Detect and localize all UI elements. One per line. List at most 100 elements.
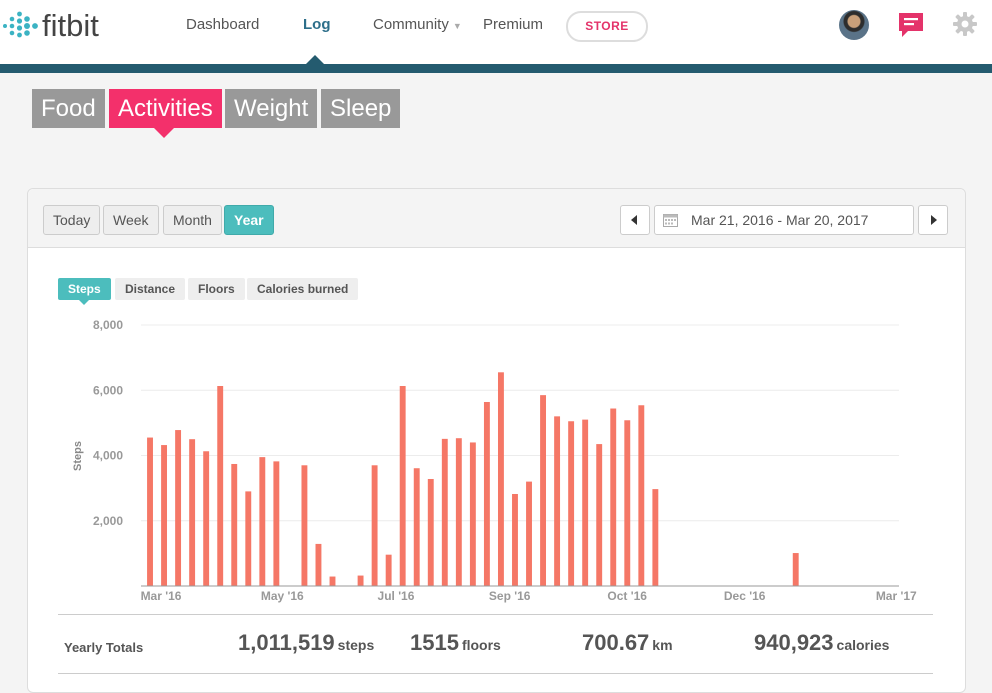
nav-dashboard[interactable]: Dashboard xyxy=(186,16,260,33)
x-tick-label: Sep '16 xyxy=(489,589,531,603)
bar xyxy=(610,408,617,586)
totals-bottom-divider xyxy=(58,673,933,674)
y-tick-label: 4,000 xyxy=(93,449,123,463)
chevron-right-icon xyxy=(931,215,937,225)
x-tick-label: Oct '16 xyxy=(607,589,647,603)
bar xyxy=(582,419,589,586)
total-floors-value: 1515 xyxy=(410,630,459,655)
metric-tab-floors[interactable]: Floors xyxy=(188,278,245,300)
range-month-button[interactable]: Month xyxy=(163,205,222,235)
bar xyxy=(231,463,238,586)
bar xyxy=(259,457,266,586)
y-tick-label: 8,000 xyxy=(93,318,123,332)
bar xyxy=(385,554,392,586)
bar xyxy=(427,478,434,586)
avatar[interactable] xyxy=(839,10,869,40)
steps-chart: 2,000 4,000 6,000 8,000 Steps Mar '16 May '16 J… xyxy=(72,318,917,603)
bar xyxy=(413,468,420,586)
bar xyxy=(455,438,462,586)
total-steps-unit: steps xyxy=(337,637,375,653)
x-tick-label: Jul '16 xyxy=(378,589,415,603)
total-calories-value: 940,923 xyxy=(754,630,834,655)
bar xyxy=(441,438,448,586)
bar xyxy=(245,491,252,586)
gear-icon[interactable] xyxy=(953,12,977,36)
tab-weight[interactable]: Weight xyxy=(225,89,318,128)
bar xyxy=(399,386,406,586)
total-distance: 700.67 km xyxy=(582,630,673,656)
fitbit-logo[interactable]: fitbit xyxy=(2,8,132,43)
bar xyxy=(189,439,196,586)
bar xyxy=(568,421,575,586)
prev-range-button[interactable] xyxy=(620,205,650,235)
bar xyxy=(526,481,532,586)
totals-top-divider xyxy=(58,614,933,615)
fitbit-dots-icon xyxy=(3,11,38,38)
card-header: Today Week Month Year Mar 21, 2016 - Mar… xyxy=(28,189,965,248)
chevron-left-icon xyxy=(631,215,637,225)
nav-stripe xyxy=(0,64,992,73)
bar xyxy=(329,576,336,586)
bar xyxy=(652,489,659,586)
next-range-button[interactable] xyxy=(918,205,948,235)
total-distance-value: 700.67 xyxy=(582,630,650,655)
message-icon[interactable] xyxy=(898,12,924,38)
bar xyxy=(203,451,210,586)
date-range-text: Mar 21, 2016 - Mar 20, 2017 xyxy=(691,212,869,228)
nav-community-label: Community xyxy=(373,16,449,33)
bar xyxy=(554,416,561,586)
bar xyxy=(469,442,476,586)
bar xyxy=(161,445,168,586)
tab-active-pointer xyxy=(154,128,174,138)
bar xyxy=(371,465,378,586)
y-axis-label: Steps xyxy=(72,441,84,471)
bar xyxy=(357,575,364,586)
bar xyxy=(596,444,603,586)
x-tick-label: May '16 xyxy=(261,589,304,603)
bar xyxy=(792,553,799,586)
top-nav: fitbit Dashboard Log Community ▼ Premium … xyxy=(0,0,992,65)
total-floors-unit: floors xyxy=(461,637,501,653)
bar xyxy=(512,493,518,586)
bar xyxy=(273,461,280,586)
calendar-icon xyxy=(663,214,678,227)
bar xyxy=(483,401,490,586)
store-button[interactable]: STORE xyxy=(566,11,648,42)
x-tick-label: Dec '16 xyxy=(724,589,766,603)
range-week-button[interactable]: Week xyxy=(103,205,159,235)
tab-activities[interactable]: Activities xyxy=(109,89,222,128)
brand-name: fitbit xyxy=(42,8,99,43)
date-range-field[interactable]: Mar 21, 2016 - Mar 20, 2017 xyxy=(654,205,914,235)
total-floors: 1515 floors xyxy=(410,630,501,656)
total-steps: 1,011,519 steps xyxy=(238,630,374,656)
y-tick-label: 6,000 xyxy=(93,383,123,397)
bar xyxy=(497,372,504,586)
metric-active-pointer xyxy=(79,300,89,305)
range-today-button[interactable]: Today xyxy=(43,205,101,235)
bar xyxy=(175,430,182,586)
metric-tab-calories[interactable]: Calories burned xyxy=(247,278,359,300)
x-tick-label: Mar '16 xyxy=(141,589,182,603)
bar xyxy=(638,405,645,586)
metric-tab-steps[interactable]: Steps xyxy=(58,278,111,300)
activity-card: Today Week Month Year Mar 21, 2016 - Mar… xyxy=(27,188,966,693)
bar xyxy=(217,386,224,586)
yearly-totals-label: Yearly Totals xyxy=(64,640,144,655)
tab-sleep[interactable]: Sleep xyxy=(321,89,401,128)
metric-tab-distance[interactable]: Distance xyxy=(115,278,186,300)
tab-food[interactable]: Food xyxy=(32,89,105,128)
total-steps-value: 1,011,519 xyxy=(238,630,335,655)
x-tick-label: Mar '17 xyxy=(876,589,917,603)
nav-log[interactable]: Log xyxy=(303,16,331,33)
range-year-button[interactable]: Year xyxy=(224,205,274,235)
nav-community[interactable]: Community ▼ xyxy=(373,16,462,33)
bar xyxy=(147,437,153,586)
total-calories-unit: calories xyxy=(836,637,890,653)
bar xyxy=(624,420,631,586)
nav-premium[interactable]: Premium xyxy=(483,16,544,33)
bar xyxy=(540,395,547,586)
y-tick-label: 2,000 xyxy=(93,514,123,528)
total-distance-unit: km xyxy=(652,637,673,653)
bar xyxy=(301,465,308,586)
total-calories: 940,923 calories xyxy=(754,630,889,656)
